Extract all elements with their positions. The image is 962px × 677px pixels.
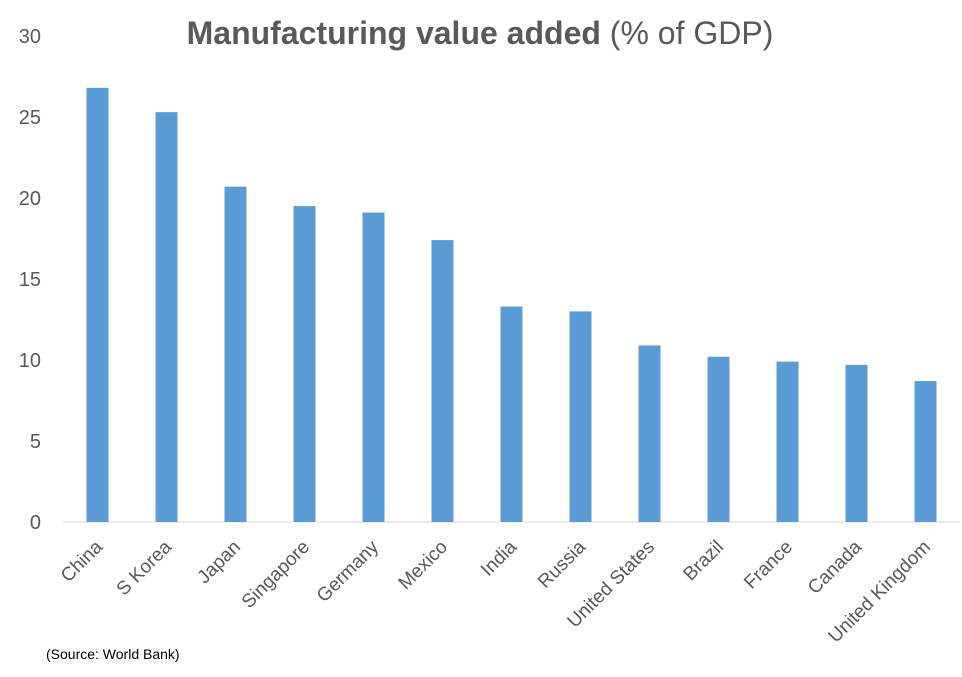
x-tick-label: Brazil	[680, 537, 728, 585]
x-tick-label: Mexico	[395, 537, 452, 594]
bar-china	[86, 87, 109, 522]
x-tick-label: Russia	[534, 536, 590, 592]
y-axis-ticks: 0 5 10 15 20 25 30	[19, 26, 41, 534]
x-tick-label: China	[57, 536, 107, 586]
chart-title-main: Manufacturing value added	[187, 15, 601, 51]
x-tick-label: France	[740, 537, 797, 594]
bar-singapore	[293, 206, 316, 522]
x-tick-label: India	[477, 536, 521, 580]
y-tick-label: 30	[19, 26, 41, 48]
bar-brazil	[707, 356, 730, 522]
x-tick-label: Singapore	[238, 537, 314, 613]
x-tick-label: Germany	[313, 536, 383, 606]
bar-s-korea	[155, 112, 178, 522]
bar-russia	[569, 311, 592, 522]
bar-canada	[845, 364, 868, 522]
source-annotation: (Source: World Bank)	[46, 646, 180, 662]
y-tick-label: 15	[19, 269, 41, 291]
bar-france	[776, 361, 799, 522]
bar-united-states	[638, 345, 661, 522]
y-tick-label: 20	[19, 188, 41, 210]
y-tick-label: 25	[19, 107, 41, 129]
y-tick-label: 0	[30, 512, 41, 534]
bar-united-kingdom	[914, 381, 937, 522]
x-tick-label: Canada	[804, 536, 866, 598]
bar-india	[500, 306, 523, 522]
x-tick-label: S Korea	[113, 536, 177, 600]
y-tick-label: 5	[30, 431, 41, 453]
y-tick-label: 10	[19, 350, 41, 372]
bars	[86, 87, 937, 522]
chart-title-unit: (% of GDP)	[610, 15, 774, 51]
bar-germany	[362, 212, 385, 522]
bar-mexico	[431, 240, 454, 522]
x-tick-label: Japan	[194, 537, 245, 588]
chart-title: Manufacturing value added (% of GDP)	[187, 15, 774, 51]
bar-japan	[224, 186, 247, 522]
